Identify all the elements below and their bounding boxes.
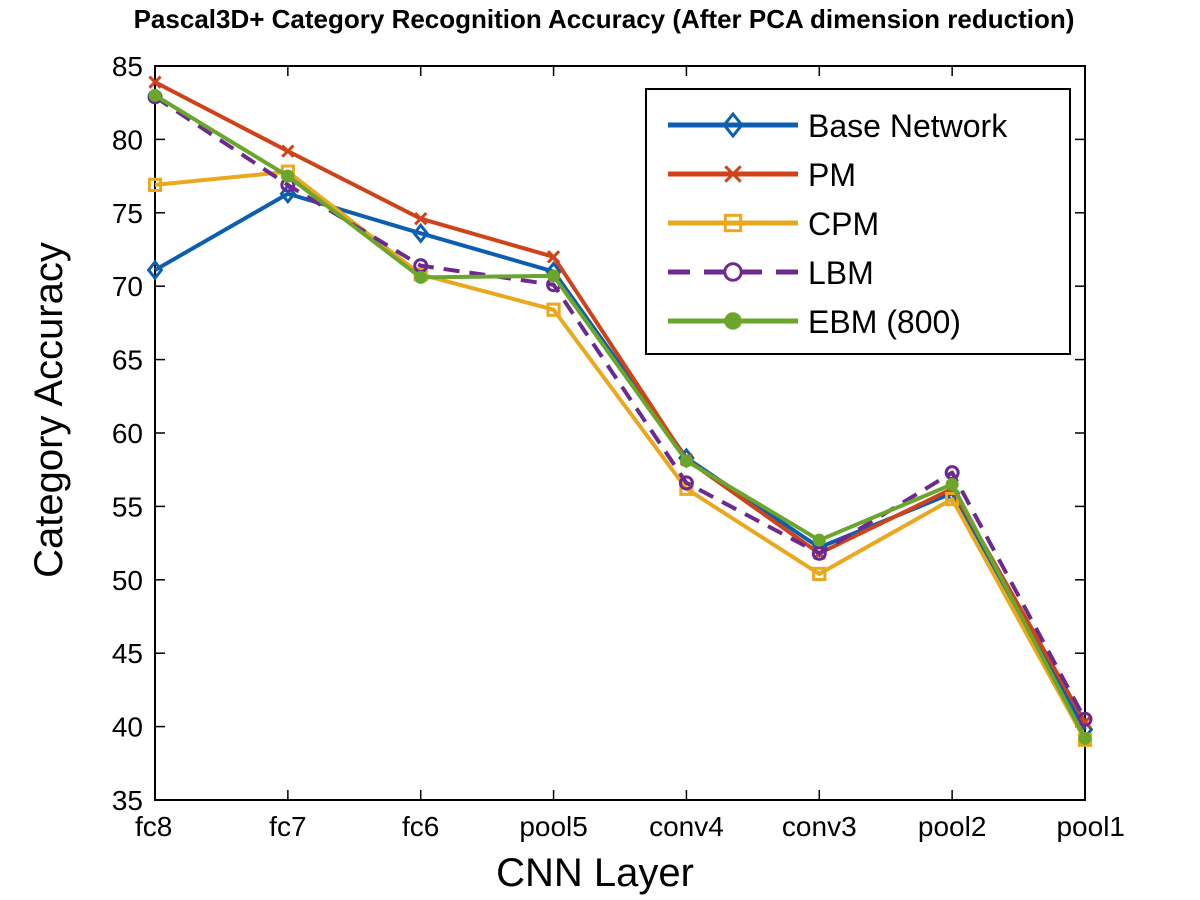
y-axis-label: Category Accuracy [27, 242, 71, 578]
y-axis: 35 40 45 50 55 60 65 70 75 80 85 [112, 51, 1085, 816]
y-tick-label: 40 [112, 712, 143, 743]
y-tick-label: 50 [112, 565, 143, 596]
data-point [546, 250, 561, 264]
data-point [547, 269, 561, 283]
x-tick-label: pool1 [1056, 811, 1125, 842]
data-point [724, 165, 742, 183]
x-tick-label: pool5 [519, 811, 588, 842]
legend-label: PM [808, 157, 856, 193]
legend-item: LBM [668, 255, 874, 291]
data-point [414, 212, 428, 226]
x-tick-label: fc6 [402, 811, 439, 842]
data-point [412, 222, 430, 244]
data-point [812, 533, 826, 547]
legend-item: EBM (800) [668, 304, 961, 340]
data-point [148, 75, 162, 89]
data-point [812, 566, 827, 582]
y-tick-label: 35 [112, 785, 143, 816]
data-point [811, 545, 827, 561]
legend-label: Base Network [808, 108, 1008, 144]
y-tick-label: 85 [112, 51, 143, 82]
legend-label: LBM [808, 255, 874, 291]
legend-item: PM [668, 157, 856, 193]
series-line [154, 80, 1087, 724]
series-line [154, 169, 1087, 741]
data-point [281, 144, 295, 158]
legend-label: EBM (800) [808, 304, 961, 340]
data-point [1078, 715, 1092, 729]
data-point [678, 475, 694, 491]
x-tick-label: conv4 [649, 811, 724, 842]
data-point [722, 111, 744, 139]
y-tick-label: 70 [112, 271, 143, 302]
y-tick-label: 55 [112, 491, 143, 522]
data-point [148, 88, 162, 102]
x-tick-label: fc7 [269, 811, 306, 842]
legend-item: Base Network [668, 108, 1008, 144]
data-point [679, 454, 693, 468]
legend: Base Network PM CPM LBM EBM (800) [645, 88, 1071, 355]
data-point [723, 262, 743, 282]
data-point [945, 477, 959, 491]
series-line [153, 95, 1087, 721]
data-point [723, 213, 743, 233]
data-point [146, 259, 164, 281]
y-tick-label: 45 [112, 638, 143, 669]
data-point [1077, 711, 1093, 727]
x-tick-label: fc8 [135, 811, 172, 842]
x-tick-label: conv3 [782, 811, 857, 842]
data-point [546, 302, 561, 317]
x-axis: fc8 fc7 fc6 pool5 conv4 conv3 pool2 pool1 [135, 66, 1125, 842]
y-tick-label: 60 [112, 418, 143, 449]
y-tick-label: 75 [112, 198, 143, 229]
legend-item: CPM [668, 206, 879, 242]
legend-label: CPM [808, 206, 879, 242]
data-point [147, 177, 163, 193]
data-point [281, 169, 295, 183]
data-point [1078, 731, 1092, 745]
y-tick-label: 80 [112, 124, 143, 155]
x-axis-label: CNN Layer [496, 851, 694, 895]
y-tick-label: 65 [112, 345, 143, 376]
series-ebm-800 [148, 88, 1092, 745]
series-layer [146, 75, 1094, 747]
data-point [414, 270, 428, 284]
data-point [724, 312, 742, 330]
series-line [153, 93, 1087, 740]
chart-title: Pascal3D+ Category Recognition Accuracy … [134, 4, 1075, 34]
x-tick-label: pool2 [918, 811, 987, 842]
